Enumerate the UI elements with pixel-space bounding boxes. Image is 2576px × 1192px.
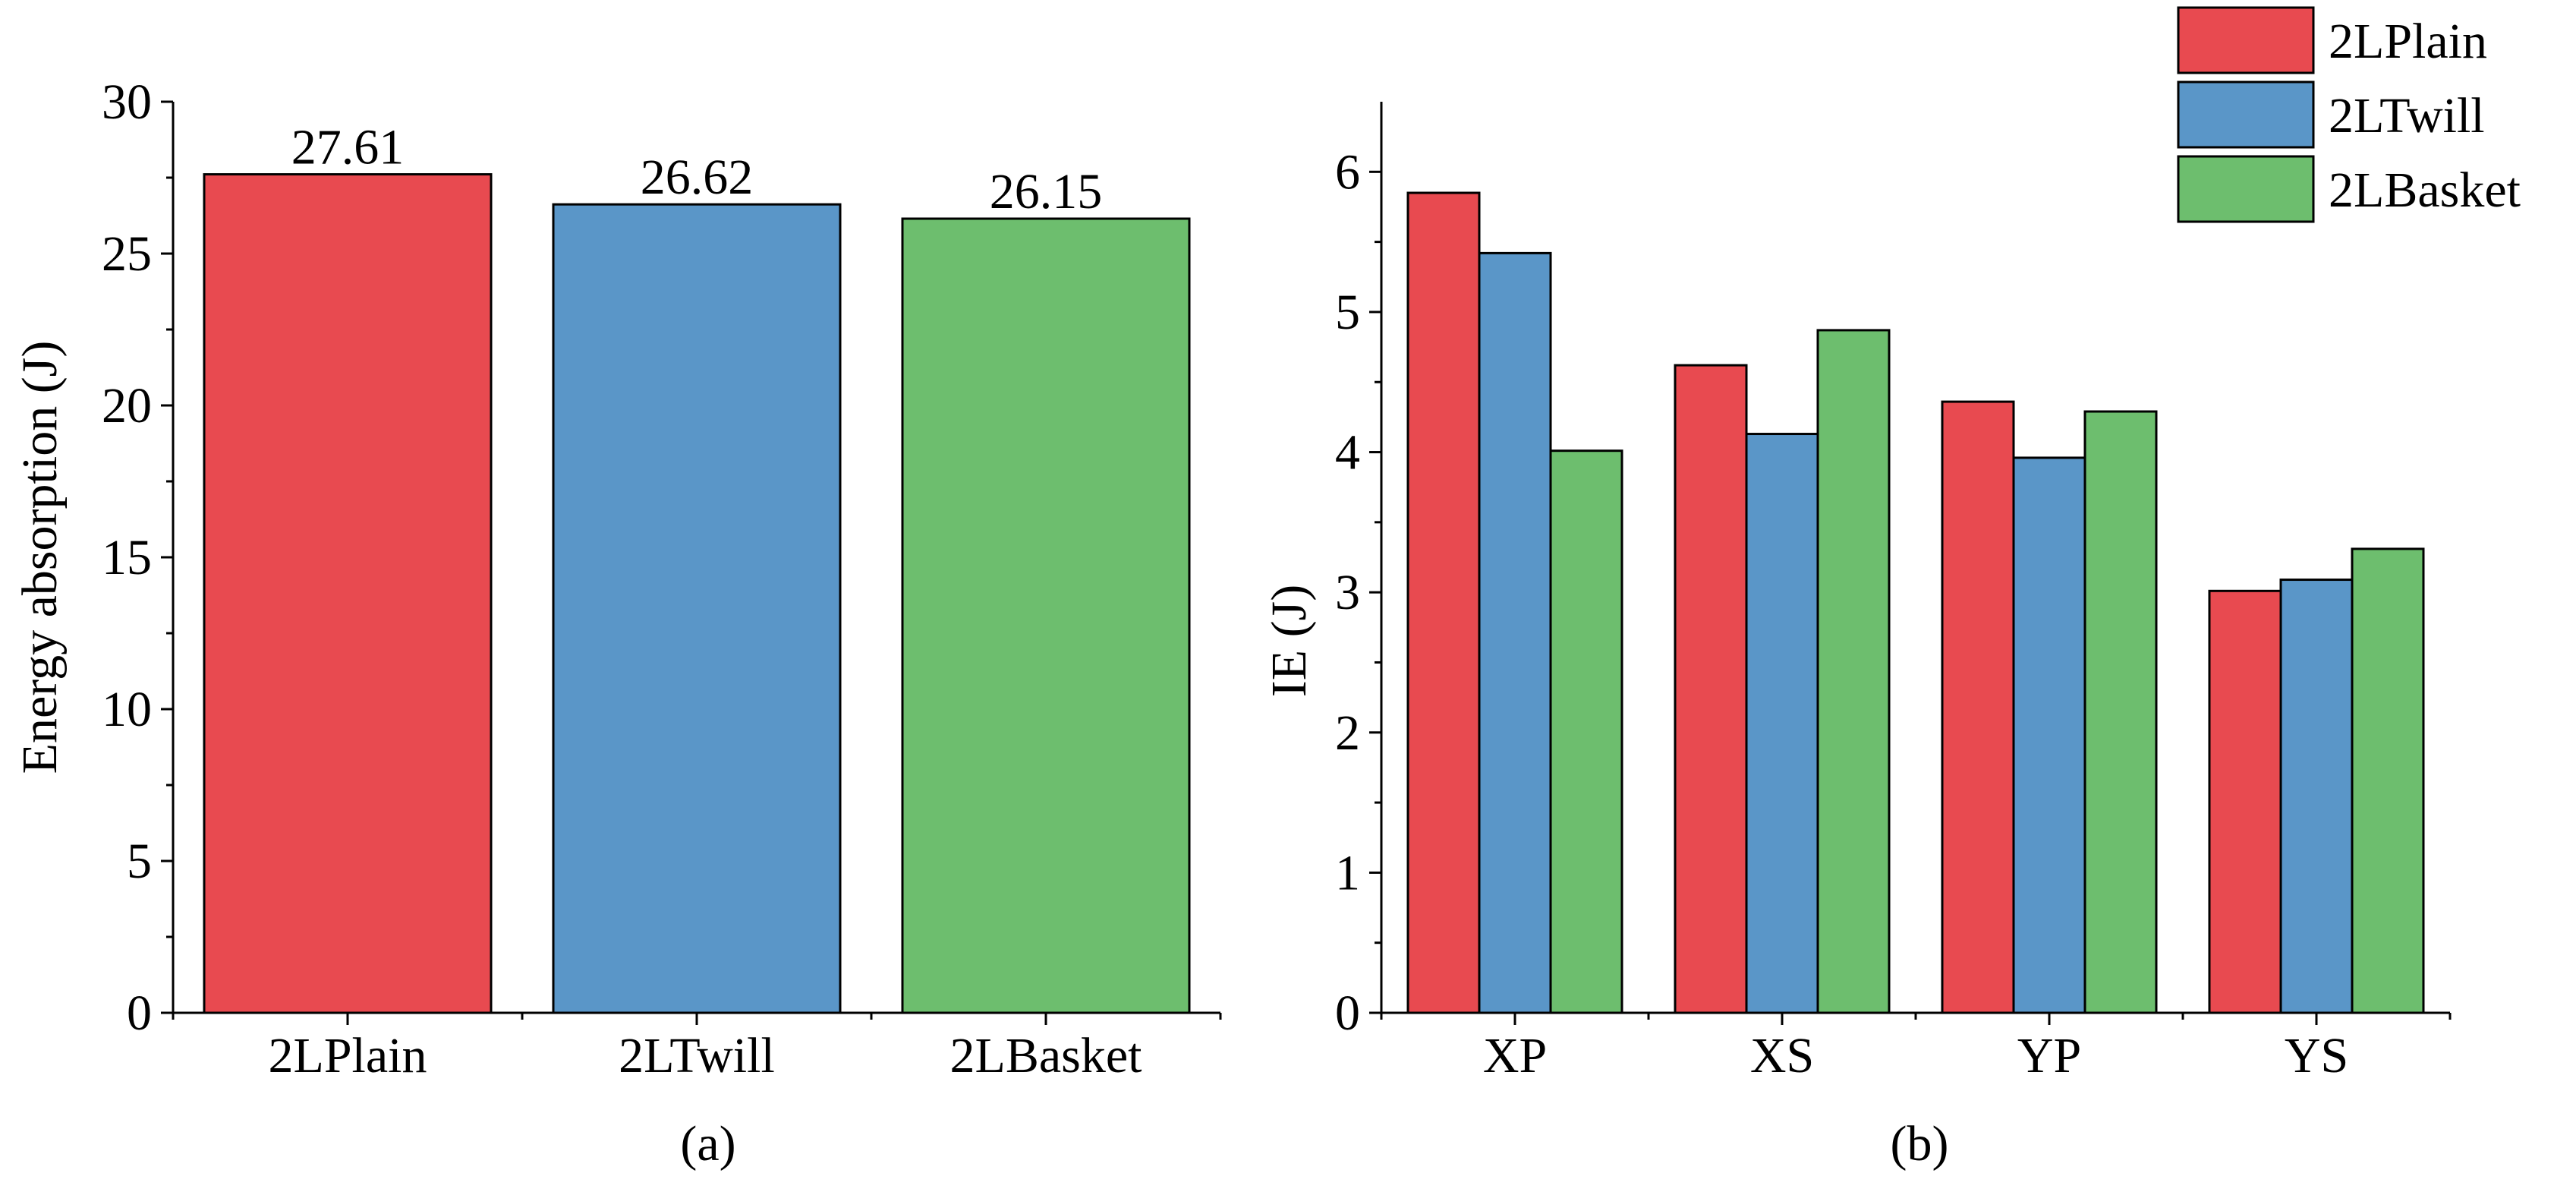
y-tick-label-5: 5 <box>1335 285 1360 340</box>
bar-yp-2lbasket <box>2083 410 2158 1014</box>
panel-b-label: (b) <box>1891 1116 1949 1172</box>
bar-ys-2lbasket <box>2351 547 2425 1014</box>
x-tick-label-xs: XS <box>1750 1028 1814 1083</box>
y-tick-label-2: 2 <box>1335 705 1360 761</box>
y-tick-label-4: 4 <box>1335 425 1360 481</box>
panel-b-bars <box>1406 191 2425 1014</box>
y-tick-label-10: 10 <box>102 682 152 737</box>
x-tick-label-2ltwill: 2LTwill <box>619 1028 775 1083</box>
bar-yp-2ltwill <box>2012 456 2086 1014</box>
bar-xs-2lbasket <box>1816 329 1891 1014</box>
y-tick-label-0: 0 <box>1335 985 1360 1041</box>
y-tick-label-25: 25 <box>102 226 152 282</box>
y-tick-label-6: 6 <box>1335 144 1360 200</box>
legend: 2LPlain 2LTwill 2LBasket <box>2177 6 2521 223</box>
legend-swatch-2lplain <box>2177 6 2315 74</box>
bar-xs-2lplain <box>1674 364 1748 1014</box>
panel-b-grouped-bar-chart: XP XS YP YS 0 1 2 3 4 5 6 IE (J) (b) 2LPlain 2LTwil… <box>1261 6 2521 1172</box>
legend-swatch-2lbasket <box>2177 155 2315 223</box>
data-label-2lplain: 27.61 <box>291 120 405 175</box>
x-tick-label-xp: XP <box>1483 1028 1547 1083</box>
y-tick-label-15: 15 <box>102 530 152 585</box>
panel-a-bar-chart: 27.61 26.62 26.15 2LPlain 2LTwill 2LBasket 0 5… <box>12 74 1222 1172</box>
x-tick-label-yp: YP <box>2017 1028 2081 1083</box>
bar-xp-2lplain <box>1406 191 1481 1014</box>
data-label-2lbasket: 26.15 <box>990 164 1103 219</box>
panel-b-y-axis-label: IE (J) <box>1261 585 1317 697</box>
panel-a-label: (a) <box>680 1116 735 1172</box>
y-tick-label-3: 3 <box>1335 565 1360 620</box>
x-tick-label-2lbasket: 2LBasket <box>950 1028 1142 1083</box>
y-tick-label-5: 5 <box>127 834 152 889</box>
bar-xp-2ltwill <box>1478 251 1552 1014</box>
bar-xs-2ltwill <box>1745 433 1819 1014</box>
bar-ys-2ltwill <box>2279 579 2354 1014</box>
panel-a-y-axis-label: Energy absorption (J) <box>12 341 68 774</box>
y-tick-label-0: 0 <box>127 985 152 1041</box>
panel-a-bars: 27.61 26.62 26.15 <box>203 120 1191 1014</box>
bar-ys-2lplain <box>2208 589 2282 1014</box>
y-tick-label-30: 30 <box>102 74 152 130</box>
panel-a-axes: 2LPlain 2LTwill 2LBasket 0 5 10 15 20 25 30 <box>102 74 1222 1083</box>
data-label-2ltwill: 26.62 <box>641 150 754 205</box>
y-tick-label-20: 20 <box>102 378 152 434</box>
legend-label-2ltwill: 2LTwill <box>2329 88 2485 143</box>
panel-b-axes: XP XS YP YS 0 1 2 3 4 5 6 <box>1335 102 2452 1083</box>
y-tick-label-1: 1 <box>1335 845 1360 900</box>
legend-label-2lplain: 2LPlain <box>2329 14 2487 69</box>
bar-2lplain <box>203 173 493 1014</box>
bar-xp-2lbasket <box>1549 449 1623 1014</box>
bar-yp-2lplain <box>1941 400 2015 1014</box>
bar-2ltwill <box>552 203 842 1014</box>
legend-swatch-2ltwill <box>2177 80 2315 149</box>
x-tick-label-ys: YS <box>2285 1028 2348 1083</box>
x-tick-label-2lplain: 2LPlain <box>269 1028 427 1083</box>
legend-label-2lbasket: 2LBasket <box>2329 162 2521 218</box>
bar-2lbasket <box>901 217 1191 1014</box>
